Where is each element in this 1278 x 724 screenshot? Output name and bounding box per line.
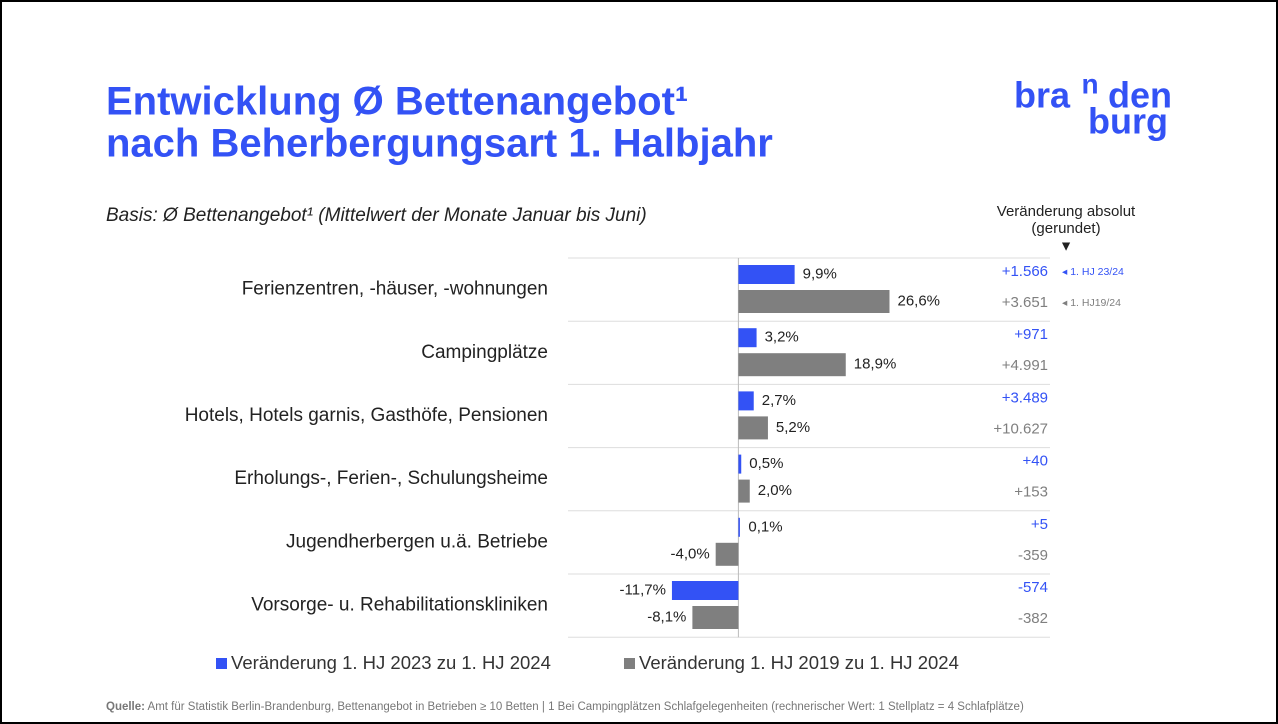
absolute-label: +5	[1031, 516, 1048, 533]
bar	[738, 479, 750, 503]
absolute-label: +153	[1014, 484, 1048, 501]
value-label: 18,9%	[854, 356, 897, 373]
absolute-header: Veränderung absolut	[997, 203, 1136, 220]
category-label: Erholungs-, Ferien-, Schulungsheime	[234, 468, 548, 489]
legend-label: Veränderung 1. HJ 2023 zu 1. HJ 2024	[231, 652, 551, 673]
logo-part: den	[1108, 75, 1172, 116]
subtitle: Basis: Ø Bettenangebot¹ (Mittelwert der …	[106, 205, 647, 226]
category-label: Ferienzentren, -häuser, -wohnungen	[242, 279, 548, 300]
absolute-label: -382	[1018, 610, 1048, 627]
bar	[738, 416, 768, 440]
category-label: Campingplätze	[421, 342, 548, 363]
bar	[738, 517, 740, 537]
value-label: 2,7%	[762, 392, 796, 409]
value-label: 9,9%	[803, 265, 837, 282]
legend-swatch	[216, 658, 227, 669]
legend-label: Veränderung 1. HJ 2019 zu 1. HJ 2024	[639, 652, 959, 673]
bar	[692, 606, 739, 629]
bar	[738, 290, 890, 313]
bar	[715, 542, 739, 566]
bar	[738, 353, 846, 377]
absolute-label: +3.489	[1002, 389, 1048, 406]
value-label: 2,0%	[758, 482, 792, 499]
source: Quelle: Amt für Statistik Berlin-Branden…	[106, 701, 1024, 713]
value-label: -8,1%	[647, 608, 686, 625]
bar	[671, 581, 739, 600]
absolute-label: +1.566	[1002, 263, 1048, 280]
source-text: Amt für Statistik Berlin-Brandenburg, Be…	[148, 701, 1024, 713]
value-label: 0,5%	[749, 455, 783, 472]
legend-swatch	[624, 658, 635, 669]
value-label: 3,2%	[765, 329, 799, 346]
bar	[738, 328, 757, 348]
series-annotation: ◂ 1. HJ19/24	[1062, 297, 1121, 309]
category-label: Jugendherbergen u.ä. Betriebe	[286, 531, 548, 552]
logo-part: n	[1081, 68, 1098, 99]
absolute-label: +40	[1023, 453, 1048, 470]
absolute-label: +4.991	[1002, 357, 1048, 374]
absolute-label: -359	[1018, 547, 1048, 564]
bar	[738, 391, 754, 411]
bar	[738, 454, 742, 474]
absolute-label: +971	[1014, 326, 1048, 343]
logo-part: burg	[1088, 101, 1168, 142]
absolute-label: +10.627	[993, 420, 1048, 437]
value-label: -11,7%	[620, 581, 666, 598]
value-label: -4,0%	[670, 545, 709, 562]
value-label: 5,2%	[776, 419, 810, 436]
logo-part: bra	[1014, 75, 1071, 116]
bar	[738, 265, 795, 284]
absolute-header-arrow: ▼	[1059, 238, 1073, 254]
title-line: nach Beherbergungsart 1. Halbjahr	[106, 122, 773, 166]
absolute-label: +3.651	[1002, 294, 1048, 311]
title-line: Entwicklung Ø Bettenangebot¹	[106, 80, 688, 124]
value-label: 0,1%	[748, 518, 782, 535]
absolute-header: (gerundet)	[1031, 220, 1100, 237]
series-annotation: ◂ 1. HJ 23/24	[1062, 266, 1124, 278]
absolute-label: -574	[1018, 579, 1048, 596]
category-label: Hotels, Hotels garnis, Gasthöfe, Pension…	[185, 405, 548, 426]
source-label: Quelle:	[106, 701, 145, 713]
value-label: 26,6%	[897, 292, 940, 309]
category-label: Vorsorge- u. Rehabilitationskliniken	[251, 595, 548, 616]
